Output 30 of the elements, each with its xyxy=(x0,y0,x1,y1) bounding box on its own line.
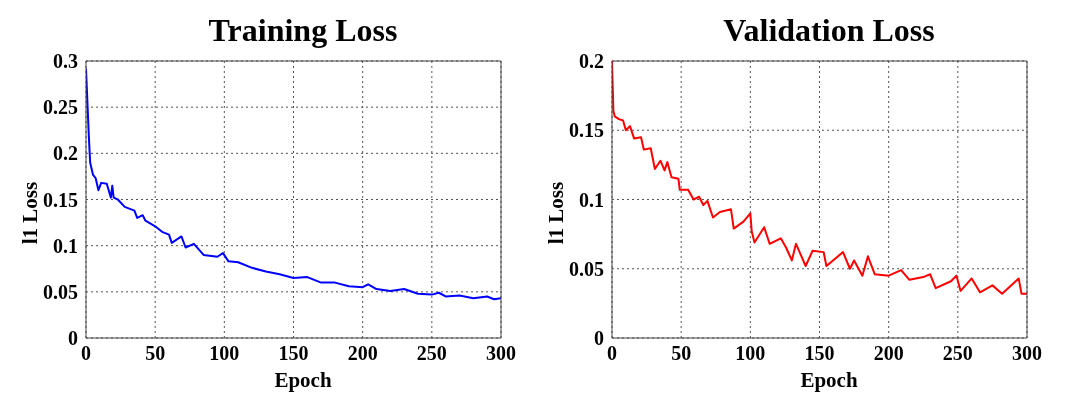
chart-title: Validation Loss xyxy=(722,12,936,49)
x-tick-label: 300 xyxy=(486,342,516,365)
y-tick-label: 0 xyxy=(594,327,604,350)
x-tick-label: 150 xyxy=(804,342,835,365)
y-tick-label: 0.15 xyxy=(569,119,604,142)
y-tick-label: 0.05 xyxy=(43,280,78,303)
y-tick-label: 0.2 xyxy=(579,50,604,73)
y-tick-label: 0.15 xyxy=(43,188,78,211)
x-tick-label: 250 xyxy=(416,342,447,365)
y-tick-label: 0.3 xyxy=(53,50,78,73)
x-tick-label: 300 xyxy=(1012,342,1042,365)
x-axis-title: Epoch xyxy=(799,368,859,393)
y-axis-title: l1 Loss xyxy=(17,181,43,245)
chart-title: Training Loss xyxy=(207,12,399,49)
x-tick-label: 200 xyxy=(873,342,904,365)
x-tick-label: 50 xyxy=(145,342,166,365)
x-tick-label: 250 xyxy=(942,342,973,365)
y-tick-label: 0 xyxy=(68,327,78,350)
x-tick-label: 50 xyxy=(671,342,692,365)
y-axis-title: l1 Loss xyxy=(543,181,569,245)
y-tick-label: 0.05 xyxy=(569,257,604,280)
x-tick-label: 150 xyxy=(278,342,309,365)
x-axis-title: Epoch xyxy=(273,368,333,393)
x-tick-label: 200 xyxy=(347,342,378,365)
y-tick-label: 0.25 xyxy=(43,96,78,119)
x-tick-label: 100 xyxy=(735,342,766,365)
y-tick-label: 0.2 xyxy=(53,142,78,165)
y-tick-label: 0.1 xyxy=(579,188,604,211)
x-tick-label: 100 xyxy=(209,342,240,365)
y-tick-label: 0.1 xyxy=(53,234,78,257)
